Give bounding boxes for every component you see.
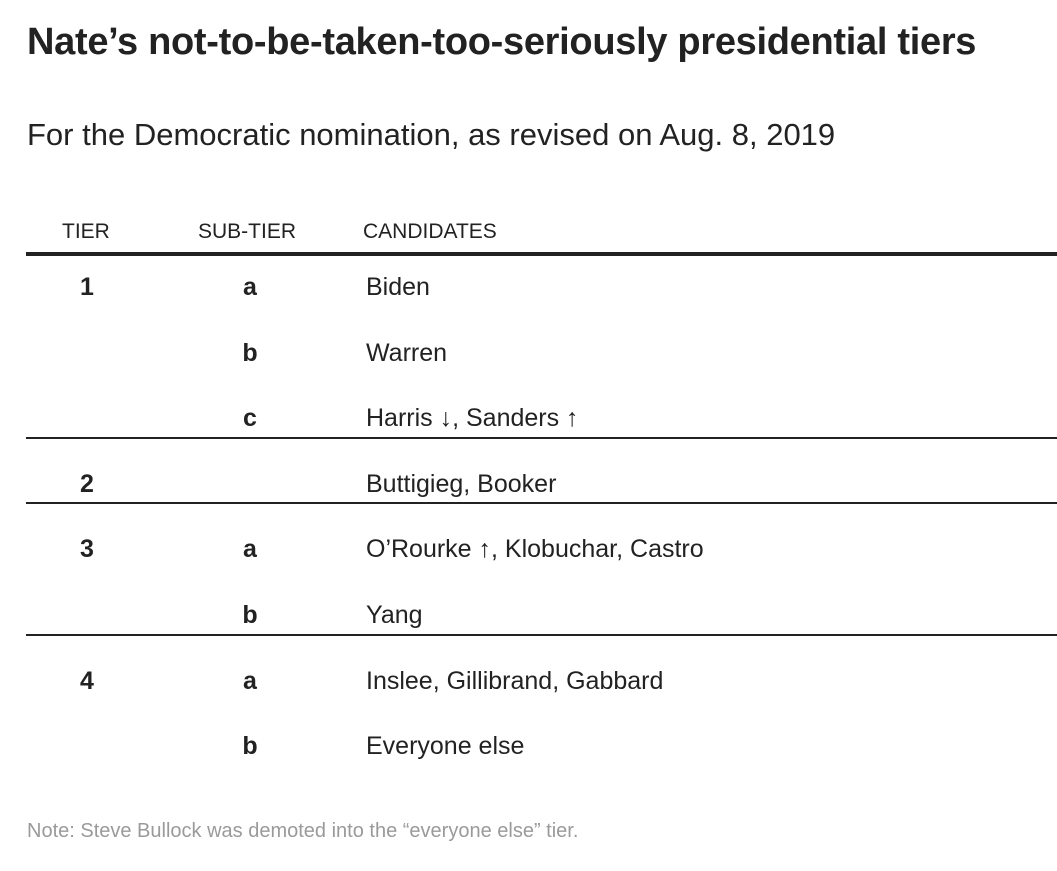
- tier-number: 1: [80, 273, 94, 301]
- candidates-cell: Harris ↓, Sanders ↑: [366, 404, 579, 432]
- candidates-cell: Biden: [366, 273, 430, 301]
- column-header-subtier: SUB-TIER: [198, 220, 297, 243]
- candidates-cell: Everyone else: [366, 732, 525, 760]
- subtier-letter: b: [242, 732, 258, 760]
- candidates-cell: Inslee, Gillibrand, Gabbard: [366, 667, 664, 695]
- subtier-letter: b: [242, 601, 258, 629]
- column-header-candidates: CANDIDATES: [363, 220, 497, 243]
- candidates-cell: Warren: [366, 339, 448, 367]
- chart-title: Nate’s not-to-be-taken-too-seriously pre…: [27, 21, 977, 63]
- column-header-tier: TIER: [62, 220, 110, 243]
- subtier-letter: a: [243, 535, 257, 563]
- subtier-letter: a: [243, 273, 257, 301]
- subtier-letter: b: [242, 339, 258, 367]
- tier-number: 3: [80, 535, 94, 563]
- candidates-cell: O’Rourke ↑, Klobuchar, Castro: [366, 535, 704, 563]
- header-divider: [26, 252, 1057, 256]
- candidates-cell: Yang: [366, 601, 423, 629]
- tier-divider: [26, 502, 1057, 504]
- candidates-cell: Buttigieg, Booker: [366, 470, 557, 498]
- tier-divider: [26, 437, 1057, 439]
- tier-number: 4: [80, 667, 94, 695]
- chart-subtitle: For the Democratic nomination, as revise…: [27, 117, 836, 152]
- subtier-letter: a: [243, 667, 257, 695]
- tier-number: 2: [80, 470, 94, 498]
- subtier-letter: c: [243, 404, 257, 432]
- tier-divider: [26, 634, 1057, 636]
- table-note: Note: Steve Bullock was demoted into the…: [27, 820, 579, 842]
